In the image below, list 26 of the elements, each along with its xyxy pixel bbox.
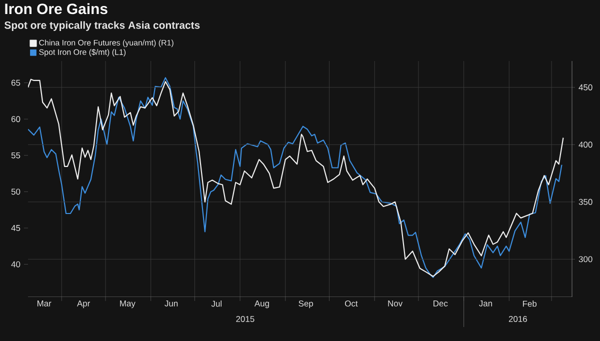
text: 2015 — [236, 316, 254, 322]
y-tick-label: 65 — [12, 80, 20, 86]
x-tick-label: Jul — [211, 300, 222, 307]
y-tick-label: 60 — [12, 116, 20, 122]
y2-tick-label: 350 — [578, 198, 592, 205]
chart-subtitle: Spot ore typically tracks Asia contracts — [4, 21, 200, 31]
x-tick-label: Jun — [164, 300, 178, 306]
x-tick-label: Feb — [522, 300, 537, 307]
x-tick-label: Dec — [434, 300, 448, 306]
x-tick-label: Sep — [298, 300, 314, 308]
y-tick-label: 40 — [11, 261, 20, 268]
x-tick-label: Mar — [37, 300, 52, 306]
y2-tick-label: 450 — [578, 84, 592, 90]
text: 2016 — [508, 316, 527, 322]
y-tick-label: 45 — [11, 225, 20, 231]
y2-tick-label: 300 — [578, 256, 592, 262]
x-tick-label: Nov — [388, 300, 403, 306]
chart-title: Iron Ore Gains — [5, 3, 108, 14]
y2-tick-label: 400 — [578, 142, 592, 148]
y-tick-label: 55 — [11, 152, 20, 158]
x-tick-label: May — [120, 300, 136, 308]
y-tick-label: 50 — [11, 188, 20, 195]
x-tick-label: Oct — [345, 300, 358, 307]
x-tick-label: Jan — [479, 300, 492, 306]
x-tick-label: Apr — [77, 300, 90, 308]
x-tick-label: Aug — [254, 300, 269, 308]
